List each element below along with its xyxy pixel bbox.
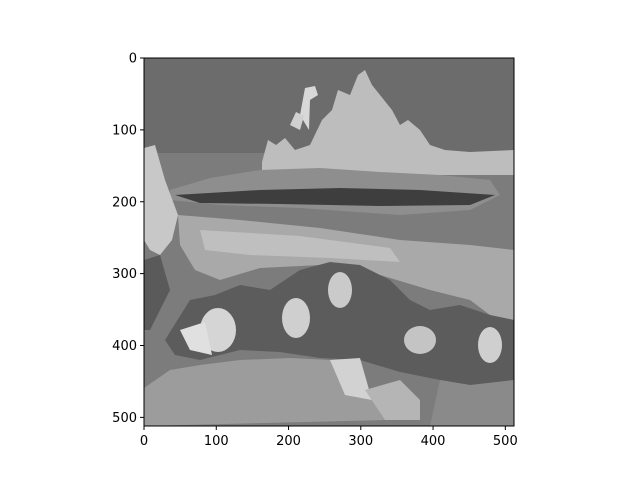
axes-frame — [143, 57, 515, 427]
x-tick-label: 0 — [140, 434, 148, 449]
y-axis-ticks: 0 100 200 300 400 500 — [112, 52, 144, 426]
x-tick-label: 100 — [204, 434, 229, 449]
x-tick-label: 500 — [493, 434, 518, 449]
y-tick-label: 200 — [112, 195, 137, 210]
y-tick-label: 300 — [112, 267, 137, 282]
y-tick-label: 500 — [112, 411, 137, 426]
x-tick-label: 300 — [348, 434, 373, 449]
heatmap-image — [144, 58, 514, 426]
y-tick-label: 400 — [112, 339, 137, 354]
x-axis-ticks: 0 100 200 300 400 500 — [140, 426, 518, 449]
y-tick-label: 100 — [112, 123, 137, 138]
x-tick-label: 200 — [276, 434, 301, 449]
y-tick-label: 0 — [129, 52, 137, 67]
x-tick-label: 400 — [421, 434, 446, 449]
